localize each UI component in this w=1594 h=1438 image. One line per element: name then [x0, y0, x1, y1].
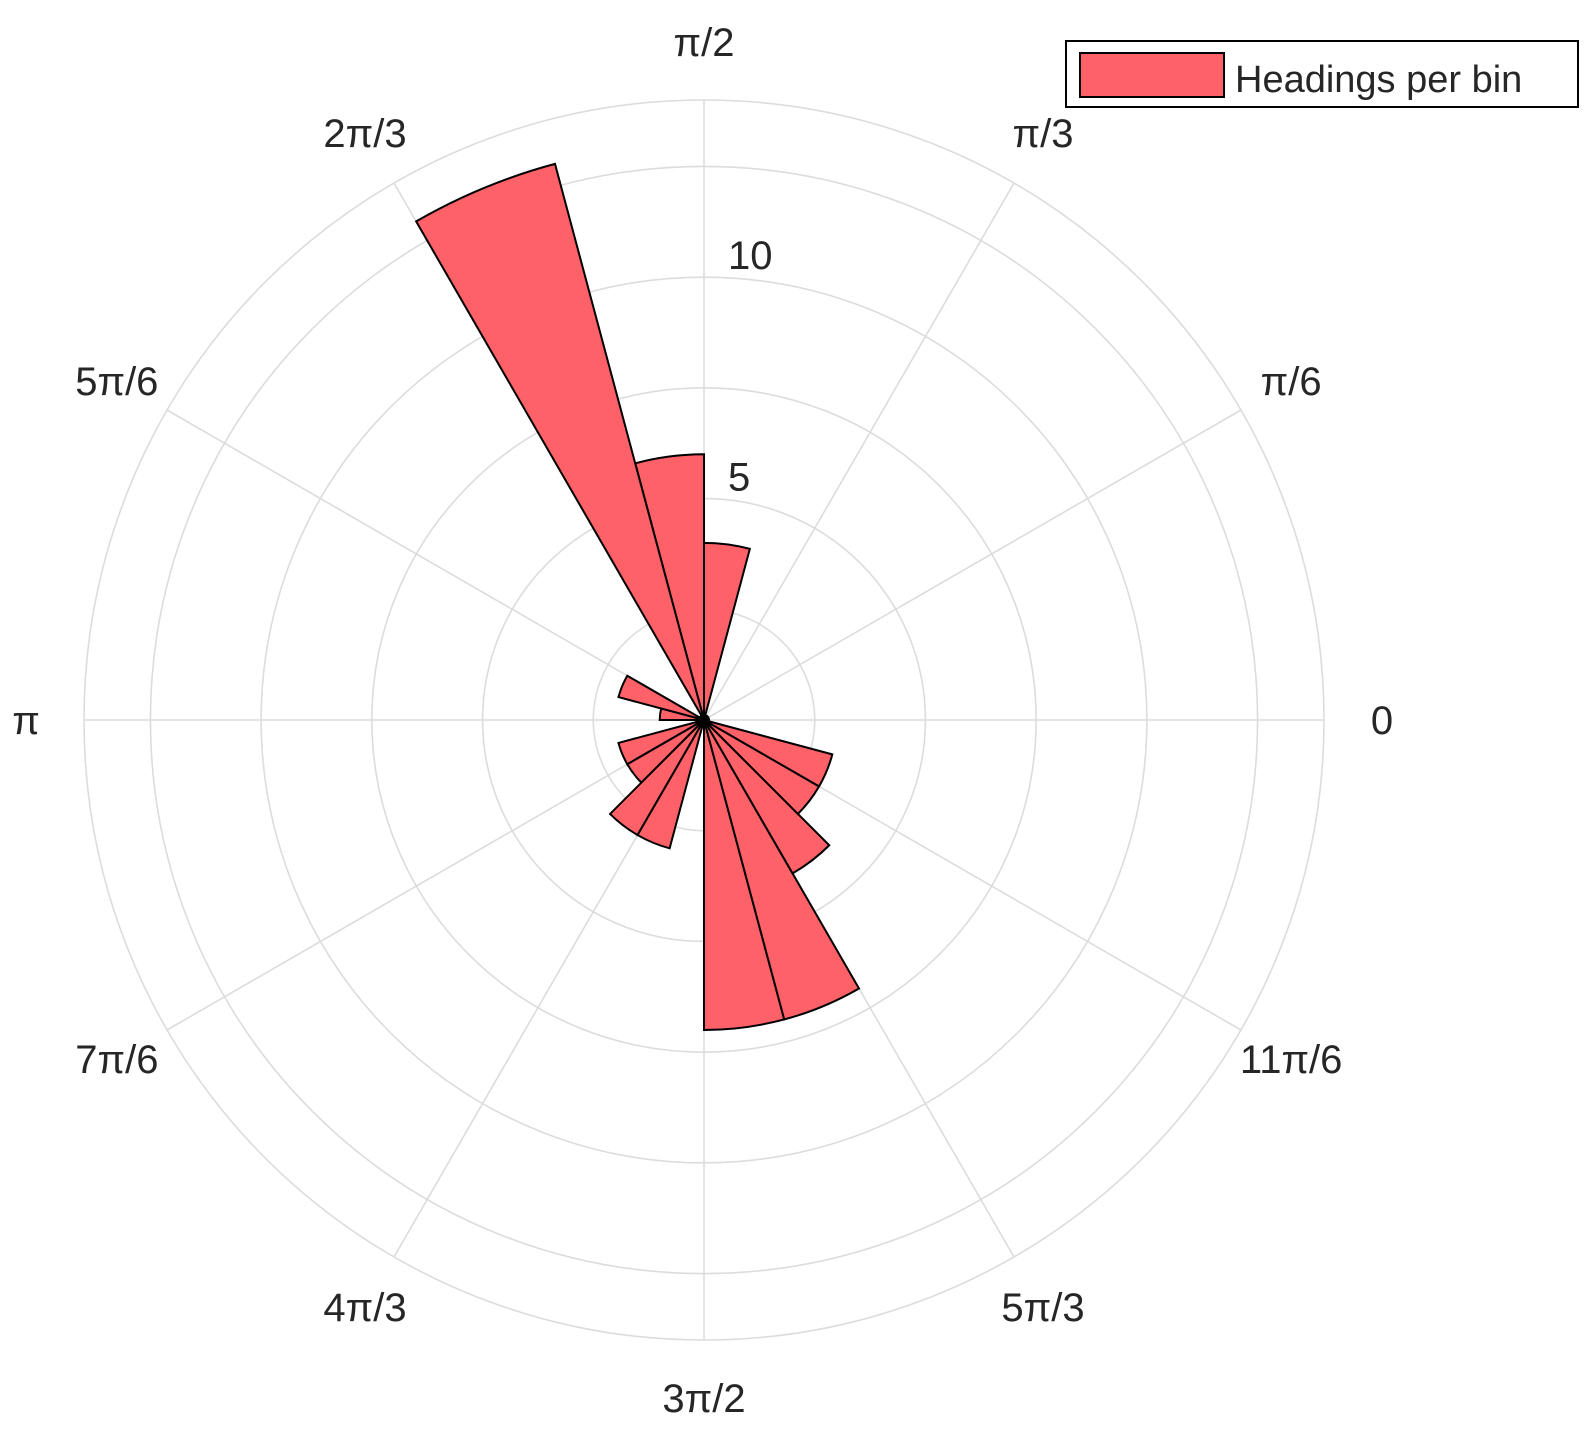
grid-spoke: [703, 409, 1242, 721]
histogram-bar: [414, 162, 705, 721]
histogram-bar: [658, 707, 705, 721]
histogram-bar: [703, 719, 834, 788]
theta-tick-label: π: [12, 699, 40, 743]
theta-tick-label: 0: [1371, 699, 1393, 743]
theta-tick-label: π/2: [674, 21, 735, 65]
grid-spoke: [703, 182, 1015, 721]
histogram-bar: [702, 541, 752, 721]
theta-tick-label: 7π/6: [75, 1038, 158, 1082]
r-tick-label: 5: [728, 456, 750, 500]
theta-tick-label: 5π/3: [1001, 1286, 1084, 1330]
legend-label: Headings per bin: [1235, 59, 1522, 101]
histogram-bar: [636, 719, 705, 850]
legend: Headings per bin: [1065, 40, 1579, 108]
radial-tick-labels: 5 10: [728, 234, 773, 499]
theta-tick-label: 2π/3: [323, 112, 406, 156]
angle-tick-labels: 0 π/6 π/3 π/2 2π/3 5π/6 π 7π/6 4π/3 3π/2 5π/3 11π/6: [12, 21, 1393, 1421]
r-tick-label: 10: [728, 234, 773, 278]
theta-tick-label: 3π/2: [662, 1377, 745, 1421]
theta-tick-label: π/6: [1261, 360, 1322, 404]
grid-spoke: [166, 719, 705, 1031]
histogram-bars: [414, 162, 861, 1032]
origin-marker: [698, 714, 710, 726]
theta-tick-label: 5π/6: [75, 360, 158, 404]
grid-spoke: [166, 409, 705, 721]
histogram-bar: [703, 719, 861, 1021]
histogram-bar: [617, 674, 705, 721]
legend-swatch: [1079, 52, 1225, 98]
theta-tick-label: π/3: [1013, 112, 1074, 156]
histogram-bar: [703, 719, 831, 875]
theta-tick-label: 4π/3: [323, 1286, 406, 1330]
theta-tick-label: 11π/6: [1240, 1038, 1342, 1082]
